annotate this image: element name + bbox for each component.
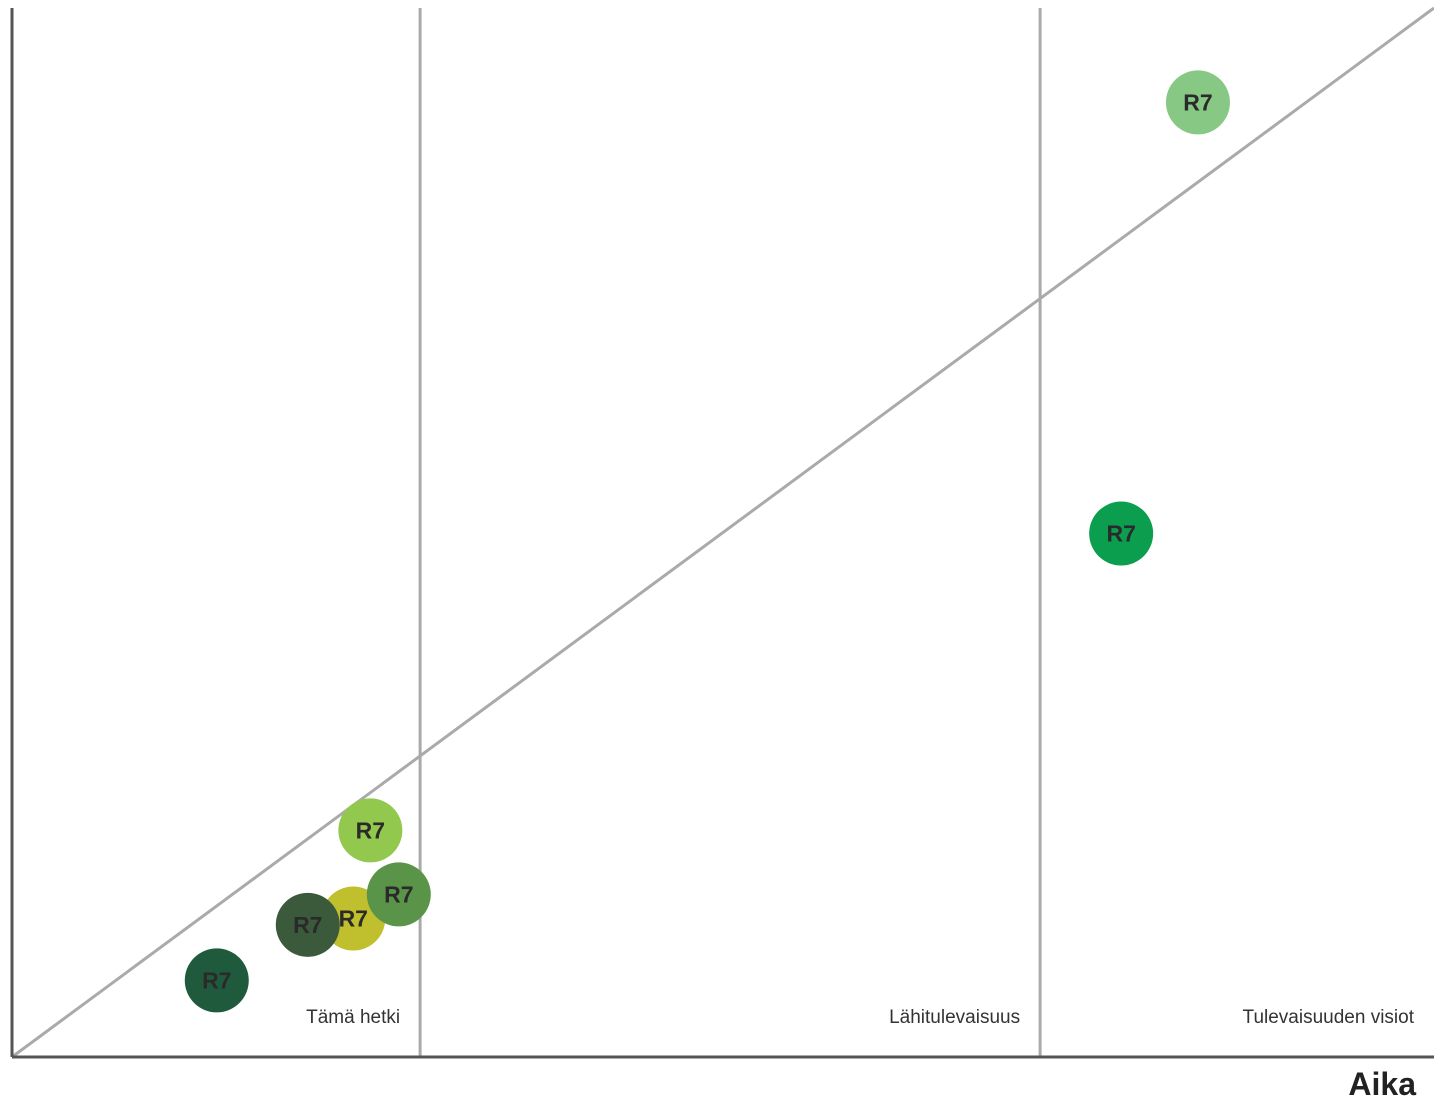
data-point-label: R7: [1183, 89, 1212, 115]
data-point-marker: [338, 798, 403, 863]
data-point: R7: [1165, 70, 1230, 135]
data-point-marker: [275, 892, 340, 957]
x-axis-title: Aika: [1348, 1066, 1416, 1100]
data-point-label: R7: [202, 967, 231, 993]
data-point: R7: [184, 948, 249, 1013]
data-point-label: R7: [356, 817, 385, 843]
data-point-marker: [1165, 70, 1230, 135]
data-point: R7: [338, 798, 403, 863]
data-points: R7 R7 R7 R7 R7 R7 R7: [184, 70, 1230, 1013]
data-point-label: R7: [1106, 521, 1135, 547]
data-point: R7: [275, 892, 340, 957]
axes: [10, 8, 1434, 1059]
data-point-label: R7: [339, 906, 368, 932]
data-point-label: R7: [293, 912, 322, 938]
phase-labels: Tämä hetki Lähitulevaisuus Tulevaisuuden v…: [306, 1007, 1415, 1028]
phase-label: Tämä hetki: [306, 1007, 400, 1028]
data-point-marker: [1089, 501, 1154, 566]
trend-line: [11, 6, 1434, 1059]
trend-line-group: [11, 6, 1434, 1059]
phase-label: Lähitulevaisuus: [889, 1007, 1020, 1028]
data-point: R7: [366, 862, 431, 927]
data-point-marker: [366, 862, 431, 927]
phase-label: Tulevaisuuden visiot: [1243, 1007, 1415, 1028]
phase-dividers: [418, 8, 1042, 1057]
data-point: R7: [1089, 501, 1154, 566]
data-point-label: R7: [384, 881, 413, 907]
data-point-marker: [184, 948, 249, 1013]
